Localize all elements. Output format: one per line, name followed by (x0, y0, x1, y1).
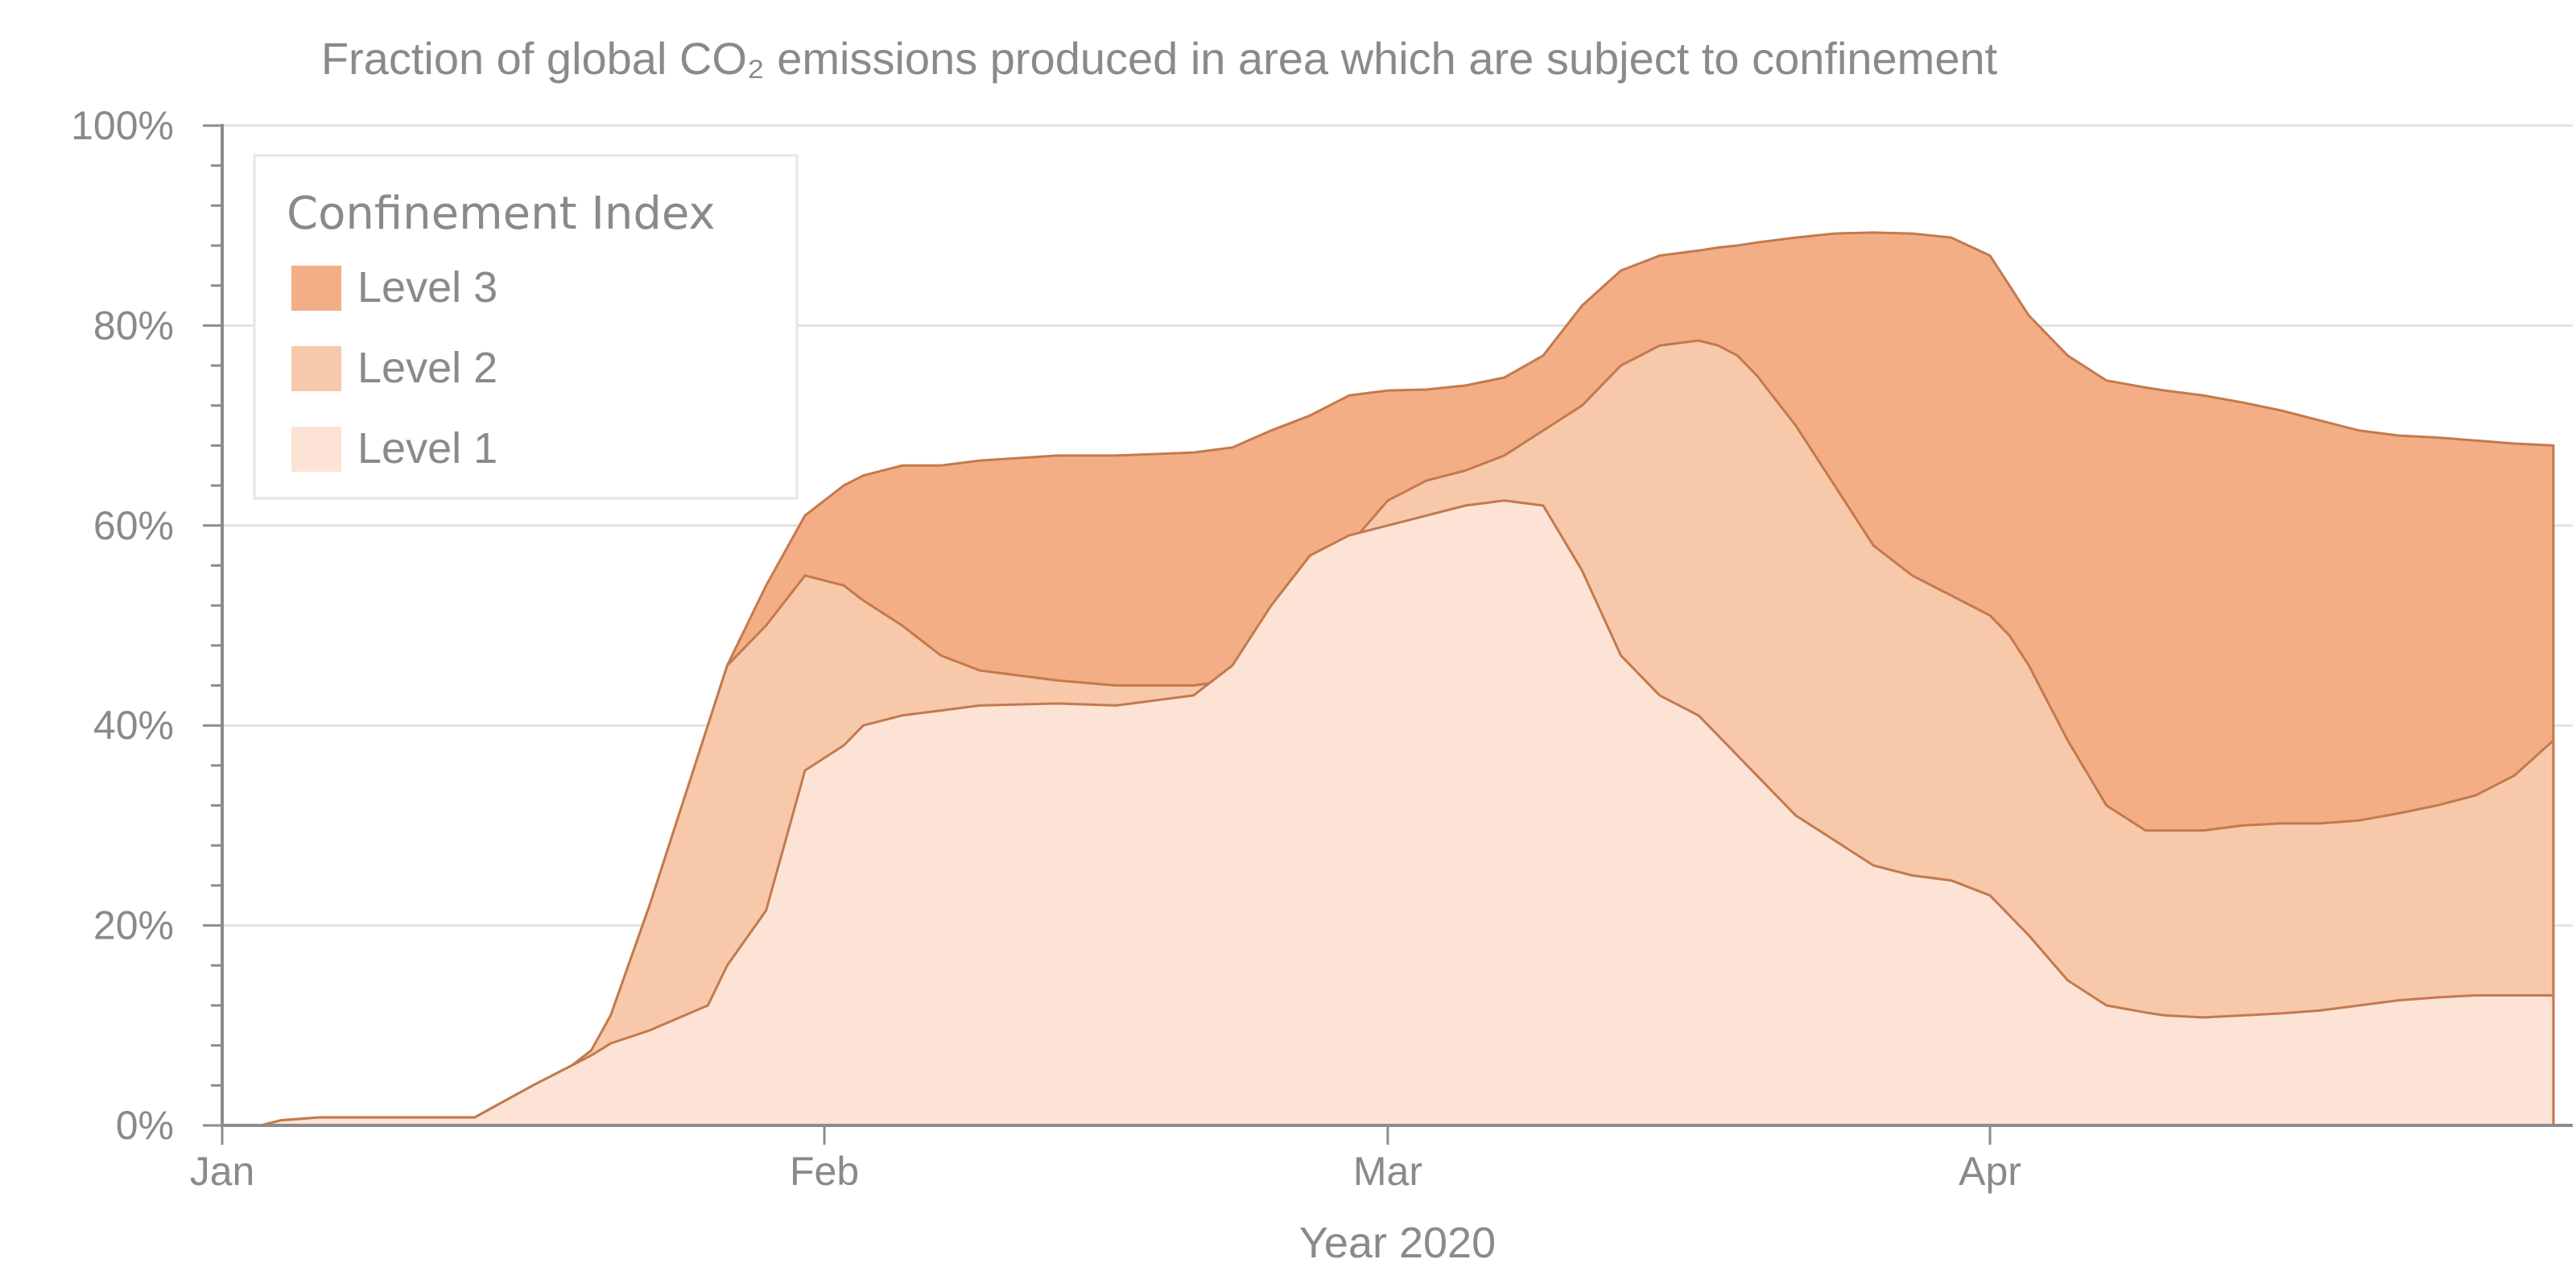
y-tick-label: 0% (116, 1103, 174, 1148)
legend-swatch-level-3 (291, 266, 341, 311)
y-tick-label: 40% (93, 703, 174, 748)
legend-label-level-3: Level 3 (357, 263, 497, 312)
legend-label-level-1: Level 1 (357, 424, 497, 473)
x-tick-label: Jan (190, 1149, 255, 1194)
x-tick-label: Apr (1959, 1149, 2021, 1194)
chart-title: Fraction of global CO₂ emissions produce… (321, 33, 1998, 84)
area-series-layer (259, 231, 2555, 1127)
y-tick-label: 80% (93, 303, 174, 348)
legend-box (253, 154, 799, 500)
y-tick-label: 100% (71, 103, 174, 148)
axes: 0% 20% 40% 60% 80% 100% Jan Feb Mar Apr (71, 103, 2573, 1194)
legend-swatch-level-2 (291, 346, 341, 391)
legend-label-level-2: Level 2 (357, 344, 497, 392)
x-tick-label: Mar (1353, 1149, 1422, 1194)
legend-title: Confinement Index (287, 188, 716, 240)
x-axis-title: Year 2020 (1299, 1219, 1496, 1267)
legend: Confinement Index Level 3 Level 2 Level 1 (253, 154, 799, 500)
y-tick-label: 60% (93, 503, 174, 548)
x-tick-label: Feb (790, 1149, 859, 1194)
y-tick-label: 20% (93, 903, 174, 948)
area-series-level-1 (259, 499, 2555, 1127)
legend-swatch-level-1 (291, 427, 341, 472)
